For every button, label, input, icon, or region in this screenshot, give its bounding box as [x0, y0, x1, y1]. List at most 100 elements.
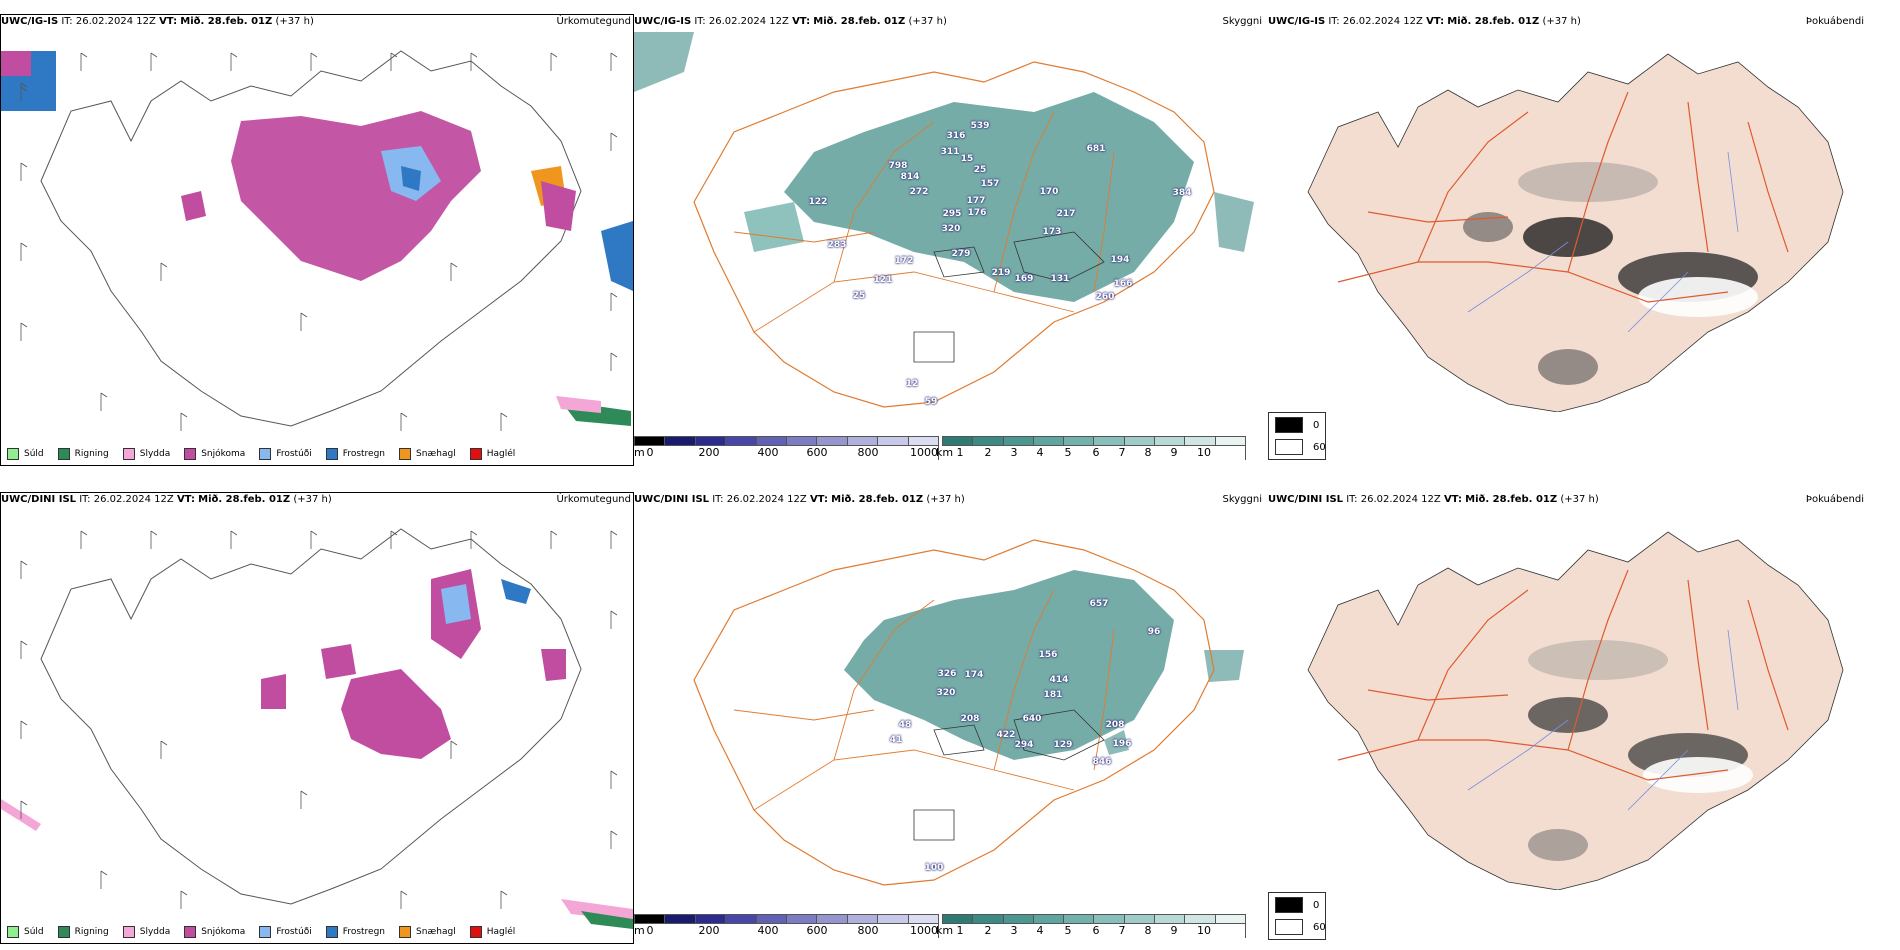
fog-dark: [1538, 349, 1598, 385]
colorbar-segment: [694, 436, 726, 446]
colorbar-segment: [634, 436, 665, 446]
fog-legend-row: 60: [1275, 439, 1326, 455]
colorbar-tick: 800: [857, 924, 879, 937]
vis-label: 41: [889, 735, 903, 745]
colorbar-segment: [664, 914, 695, 924]
sleet-southeast: [556, 396, 601, 413]
colorbar-segment: [786, 914, 817, 924]
visibility-header: UWC/DINI ISL IT: 26.02.2024 12Z VT: Mið.…: [634, 492, 1264, 508]
colorbar-segment: [942, 436, 973, 446]
colorbar-segment: [1032, 436, 1064, 446]
colorbar-segment: [907, 436, 939, 446]
vis-label: 217: [1056, 209, 1076, 219]
vis-label: 121: [873, 275, 893, 285]
vis-label: 181: [1043, 690, 1063, 700]
fog-roads: [1337, 569, 1789, 781]
teal-west: [744, 202, 804, 252]
frost-drizzle-area: [441, 584, 471, 624]
legend-item: Slydda: [122, 926, 170, 938]
vis-label: 48: [898, 720, 912, 730]
legend-swatch: [122, 926, 135, 938]
fog-title: Þokuábendi: [1805, 16, 1864, 27]
colorbar-tick: 400: [757, 446, 779, 459]
vis-label: 169: [1014, 274, 1034, 284]
vis-label: 798: [888, 161, 908, 171]
colorbar-tick: 10: [1197, 446, 1211, 459]
legend-item: Snæhagl: [399, 926, 456, 938]
precip-title: Úrkomutegund: [556, 16, 631, 27]
colorbar-unit: m: [634, 446, 645, 459]
precip-header: UWC/IG-IS IT: 26.02.2024 12Z VT: Mið. 28…: [1, 14, 633, 30]
vis-label: 208: [1105, 720, 1125, 730]
colorbar-unit: m: [634, 924, 645, 937]
vis-label: 320: [941, 224, 961, 234]
legend-swatch: [259, 926, 272, 938]
vis-label: 320: [936, 688, 956, 698]
colorbar-tick: 5: [1064, 446, 1072, 459]
legend-item: Snjókoma: [184, 448, 245, 460]
colorbar-segment: [846, 914, 878, 924]
legend-swatch: [469, 448, 482, 460]
colorbar-tick: 9: [1170, 924, 1178, 937]
visibility-panel-bottom: UWC/DINI ISL IT: 26.02.2024 12Z VT: Mið.…: [634, 492, 1264, 942]
rain-southeast: [581, 911, 633, 929]
road-network: [733, 589, 1115, 811]
snow-area: [341, 669, 451, 759]
vis-label: 156: [1038, 650, 1058, 660]
snow-east: [541, 649, 566, 681]
frost-rain-area: [401, 166, 421, 191]
snow-east: [541, 181, 576, 231]
vis-label: 129: [1053, 740, 1073, 750]
vis-label: 25: [852, 291, 866, 301]
colorbar-segment: [1154, 436, 1185, 446]
visibility-title: Skyggni: [1222, 494, 1262, 505]
vis-label: 283: [827, 240, 847, 250]
fog-swatch: [1275, 919, 1303, 935]
vis-label: 384: [1172, 188, 1192, 198]
vis-label: 272: [909, 187, 929, 197]
snow-area: [231, 111, 481, 281]
colorbar-segment: [942, 914, 973, 924]
vis-label: 657: [1089, 599, 1109, 609]
colorbar-segments: [634, 436, 939, 460]
teal-far-east: [1214, 192, 1254, 252]
glacier-outline-2: [1013, 709, 1105, 761]
legend-item: Frostúði: [259, 926, 312, 938]
vis-label: 422: [996, 730, 1016, 740]
colorbar-tick: 10: [1197, 924, 1211, 937]
vis-label: 681: [1086, 144, 1106, 154]
legend-swatch: [399, 926, 412, 938]
colorbar-segment: [725, 436, 756, 446]
sleet-southeast: [561, 899, 633, 921]
colorbar-segment: [1214, 914, 1245, 924]
colorbar-tick: 2: [984, 924, 992, 937]
colorbar-segment: [816, 436, 847, 446]
iceland-roads: [693, 539, 1215, 886]
teal-area: [844, 570, 1174, 760]
colorbar-segment: [1063, 914, 1094, 924]
fog-panel-top: UWC/IG-IS IT: 26.02.2024 12Z VT: Mið. 28…: [1268, 14, 1900, 412]
colorbar-segment: [694, 914, 726, 924]
legend-item: Súld: [7, 448, 44, 460]
frost-rain-north: [501, 579, 531, 604]
legend-item: Frostregn: [325, 448, 385, 460]
colorbar-tick: 600: [806, 924, 828, 937]
legend-item: Haglél: [469, 448, 515, 460]
colorbar-tick: 600: [806, 446, 828, 459]
vis-label: 295: [942, 209, 962, 219]
legend-item: Haglél: [469, 926, 515, 938]
vis-label: 176: [967, 208, 987, 218]
colorbar-segment: [1093, 436, 1124, 446]
fog-legend-row: 0: [1275, 897, 1319, 913]
colorbar-segment: [816, 914, 847, 924]
legend-swatch: [469, 926, 482, 938]
wind-barbs: [20, 530, 618, 909]
colorbar-segment: [1184, 436, 1215, 446]
visibility-panel-top: UWC/IG-IS IT: 26.02.2024 12Z VT: Mið. 28…: [634, 14, 1264, 464]
colorbar-tick: 4: [1036, 924, 1044, 937]
precip-map: [1, 50, 633, 431]
legend-item: Rigning: [57, 926, 109, 938]
vis-label: 174: [964, 670, 984, 680]
colorbar-segment: [1093, 914, 1124, 924]
fog-header: UWC/DINI ISL IT: 26.02.2024 12Z VT: Mið.…: [1268, 492, 1900, 508]
